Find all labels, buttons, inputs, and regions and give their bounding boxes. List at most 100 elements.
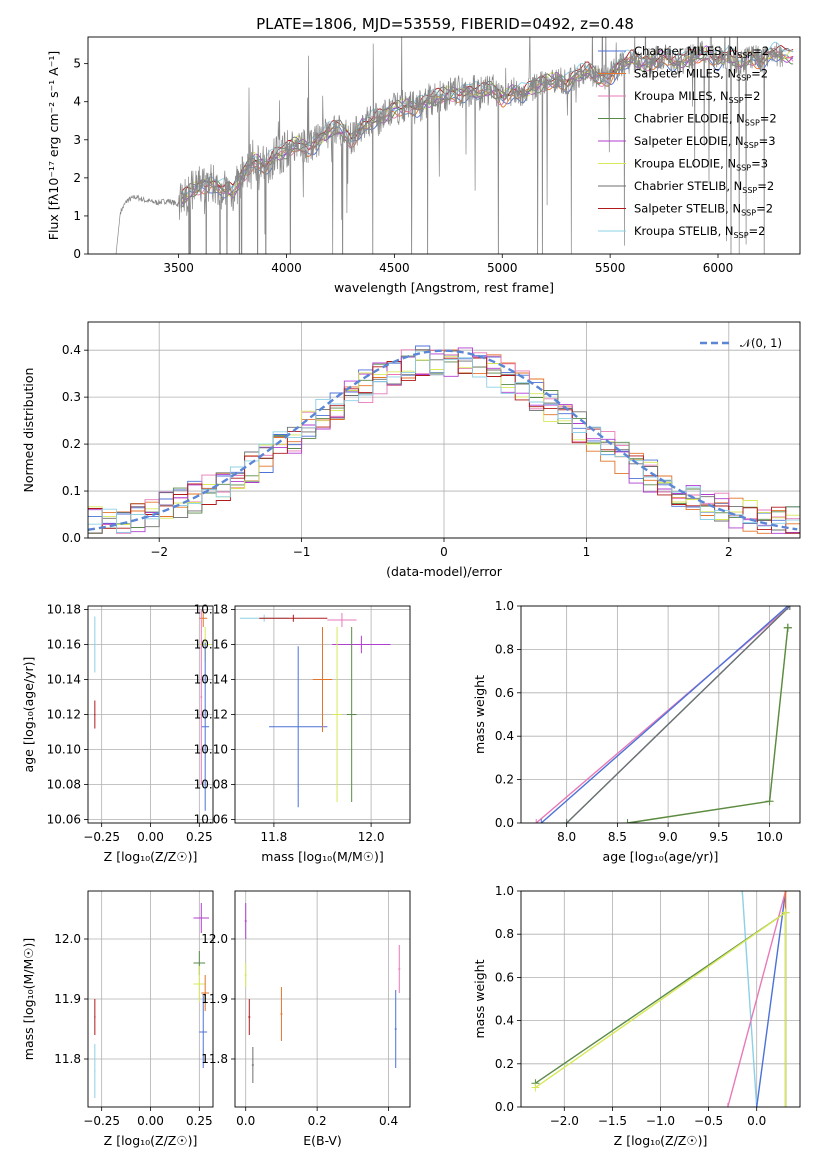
legend-entry: Kroupa ELODIE, NSSP=3: [634, 157, 768, 173]
mass-weight-marker: [765, 797, 774, 806]
mass-weight-marker: [537, 819, 546, 823]
y-tick-label: 2: [73, 171, 81, 185]
plot-area: [93, 609, 212, 811]
legend-entry: 𝒩(0, 1): [740, 336, 782, 350]
y-tick-label: 3: [73, 133, 81, 147]
x-tick-label: 0.0: [747, 1114, 766, 1128]
panel-3: −0.25 0.00 0.25 10.06 10.08 10.10 10.12 10.14 10…: [21, 603, 214, 864]
axes-frame: [234, 605, 411, 824]
axes-frame: [87, 36, 801, 255]
y-tick-label: 10.18: [194, 603, 228, 617]
plot-area: [531, 891, 790, 1107]
x-tick-label: −1.5: [598, 1114, 627, 1128]
y-tick-label: 0.6: [495, 686, 514, 700]
axes-frame: [520, 890, 801, 1108]
x-tick-label: 0.00: [137, 1114, 164, 1128]
x-tick-label: 5500: [595, 261, 626, 275]
mass-weight-marker: [562, 819, 571, 823]
axes-frame: [234, 890, 411, 1108]
y-tick-label: 10.08: [194, 778, 228, 792]
y-tick-label: 5: [73, 57, 81, 71]
x-tick-label: 9.5: [709, 830, 728, 844]
x-tick-label: 6000: [703, 261, 734, 275]
y-tick-label: 0.4: [495, 1014, 514, 1028]
y-tick-label: 12.0: [201, 932, 228, 946]
mass-weight-marker: [785, 606, 794, 610]
y-tick-label: 10.10: [194, 743, 228, 757]
x-tick-label: 9.0: [659, 830, 678, 844]
panel-6: −0.25 0.00 0.25 11.8 11.9 12.0 Z [log₁₀(Z/Z☉)]…: [21, 890, 214, 1148]
x-tick-label: −1.0: [646, 1114, 675, 1128]
y-tick-label: 0.4: [495, 729, 514, 743]
y-tick-label: 10.14: [47, 673, 81, 687]
mass-weight-marker: [781, 891, 790, 895]
histogram-series: [88, 357, 800, 534]
x-axis-label: Z [log₁₀(Z/Z☉)]: [104, 1133, 198, 1148]
y-axis-label: Flux [fλ10⁻¹⁷ erg cm⁻² s⁻¹ A⁻¹]: [46, 51, 61, 240]
x-tick-label: 0.0: [236, 1114, 255, 1128]
y-tick-label: 0.2: [495, 773, 514, 787]
normal-distribution-curve: [88, 349, 798, 531]
panels: 3500 4000 4500 5000 5500 6000 0 1 2 3 4 5 wavelength…: [21, 36, 801, 1148]
mass-weight-line: [756, 891, 787, 1107]
y-tick-label: 10.06: [47, 813, 81, 827]
histogram-series: [88, 355, 800, 534]
x-tick-label: 8.5: [608, 830, 627, 844]
y-tick-label: 10.08: [47, 778, 81, 792]
mass-weight-marker: [783, 623, 792, 632]
y-axis-label: mass weight: [472, 675, 487, 754]
y-tick-label: 4: [73, 95, 81, 109]
y-tick-label: 0.0: [495, 816, 514, 830]
y-tick-label: 12.0: [54, 932, 81, 946]
x-tick-label: 8.0: [557, 830, 576, 844]
x-tick-label: 5000: [487, 261, 518, 275]
x-axis-label: Z [log₁₀(Z/Z☉)]: [104, 849, 198, 864]
plot-area: [94, 903, 210, 1098]
y-tick-label: 0.2: [495, 1057, 514, 1071]
x-tick-label: 0.25: [186, 1114, 213, 1128]
x-axis-label: mass [log₁₀(M/M☉)]: [261, 849, 383, 864]
mass-weight-line: [540, 606, 789, 823]
x-tick-label: −0.25: [83, 1114, 120, 1128]
y-tick-label: 10.16: [194, 638, 228, 652]
x-axis-label: E(B-V): [303, 1133, 342, 1148]
y-tick-label: 10.12: [47, 708, 81, 722]
y-axis-label: mass weight: [472, 959, 487, 1038]
plot-area: [239, 613, 391, 808]
legend-entry: Salpeter MILES, NSSP=2: [634, 67, 768, 83]
y-tick-label: 10.12: [194, 708, 228, 722]
y-axis-label: mass [log₁₀(M/M☉)]: [21, 938, 36, 1060]
y-tick-label: 0: [73, 247, 81, 261]
y-tick-label: 0.8: [495, 927, 514, 941]
legend-entry: Kroupa MILES, NSSP=2: [634, 89, 760, 105]
histogram-series: [88, 350, 800, 533]
x-tick-label: −2: [150, 545, 168, 559]
axes-frame: [87, 890, 214, 1108]
mass-weight-marker: [738, 891, 747, 895]
axes-frame: [87, 321, 801, 539]
y-tick-label: 0.6: [495, 970, 514, 984]
y-axis-label: age [log₁₀(age/yr)]: [21, 657, 36, 773]
y-tick-label: 10.18: [47, 603, 81, 617]
panel-5: 8.0 8.5 9.0 9.5 10.0 0.0 0.2 0.4 0.6 0.8 1.0 age [l…: [472, 599, 801, 864]
mass-weight-line: [727, 891, 787, 1107]
mass-weight-marker: [623, 819, 632, 823]
figure-title: PLATE=1806, MJD=53559, FIBERID=0492, z=0…: [256, 15, 634, 33]
y-tick-label: 11.8: [201, 1052, 228, 1066]
y-tick-label: 0.8: [495, 642, 514, 656]
histogram-series: [88, 355, 800, 525]
x-axis-label: wavelength [Angstrom, rest frame]: [334, 280, 554, 295]
x-tick-label: 3500: [163, 261, 194, 275]
x-tick-label: 0: [440, 545, 448, 559]
legend-entry: Salpeter ELODIE, NSSP=3: [634, 134, 776, 150]
plot-area: [115, 37, 794, 254]
axes-frame: [520, 605, 801, 824]
x-axis-label: (data-model)/error: [386, 564, 503, 579]
y-tick-label: 10.16: [47, 638, 81, 652]
mass-weight-marker: [781, 908, 790, 917]
x-tick-label: −0.5: [694, 1114, 723, 1128]
x-tick-label: −2.0: [550, 1114, 579, 1128]
observed-spectrum-line: [115, 37, 784, 254]
mass-weight-marker: [781, 1103, 790, 1107]
legend-entry: Salpeter STELIB, NSSP=2: [634, 202, 773, 218]
